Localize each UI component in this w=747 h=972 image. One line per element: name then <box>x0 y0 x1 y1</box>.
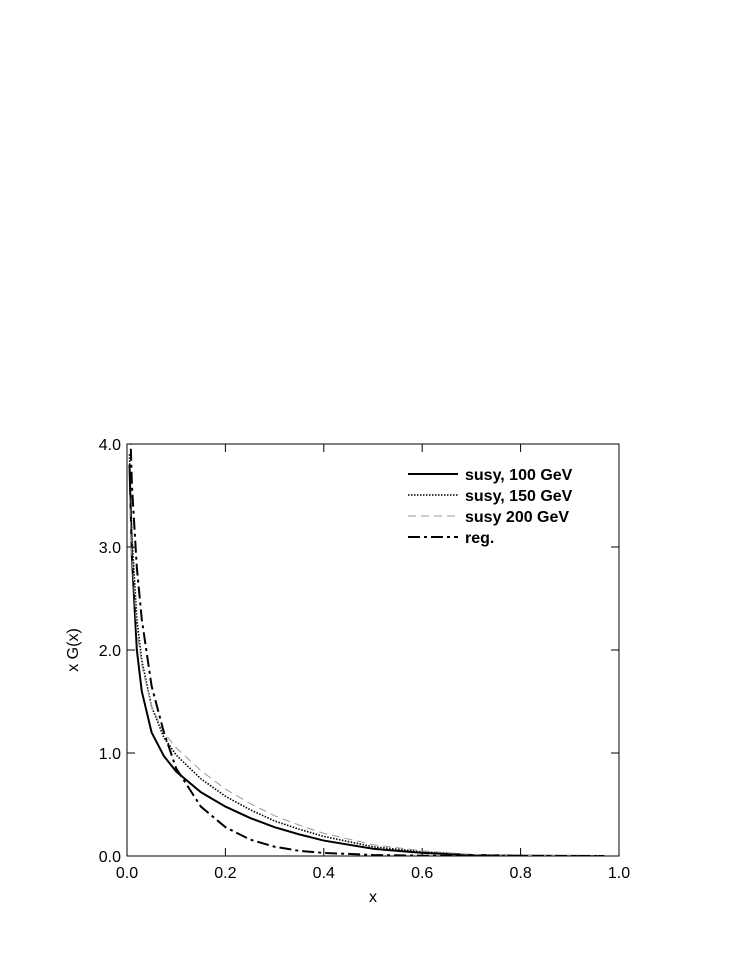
y-tick-label: 3.0 <box>99 540 121 557</box>
series-line <box>128 495 605 856</box>
legend-label: susy, 100 GeV <box>465 467 573 484</box>
plot-frame <box>126 443 620 857</box>
legend-label: susy, 150 GeV <box>465 488 573 505</box>
x-tick-label: 0.0 <box>116 865 138 882</box>
plot-lines <box>128 444 605 856</box>
series-line <box>129 444 605 856</box>
x-tick-label: 0.8 <box>509 865 531 882</box>
y-axis-label: x G(x) <box>65 628 82 672</box>
x-tick-label: 0.6 <box>411 865 433 882</box>
x-tick-label: 0.2 <box>214 865 236 882</box>
y-tick-label: 2.0 <box>99 643 121 660</box>
y-tick-label: 1.0 <box>99 746 121 763</box>
x-tick-label: 0.4 <box>313 865 335 882</box>
legend-label: susy 200 GeV <box>465 509 569 526</box>
y-tick-label: 0.0 <box>99 849 121 866</box>
x-tick-label: 1.0 <box>608 865 630 882</box>
legend-label: reg. <box>465 530 494 547</box>
x-axis-label: x <box>369 889 377 906</box>
y-tick-label: 4.0 <box>99 437 121 454</box>
